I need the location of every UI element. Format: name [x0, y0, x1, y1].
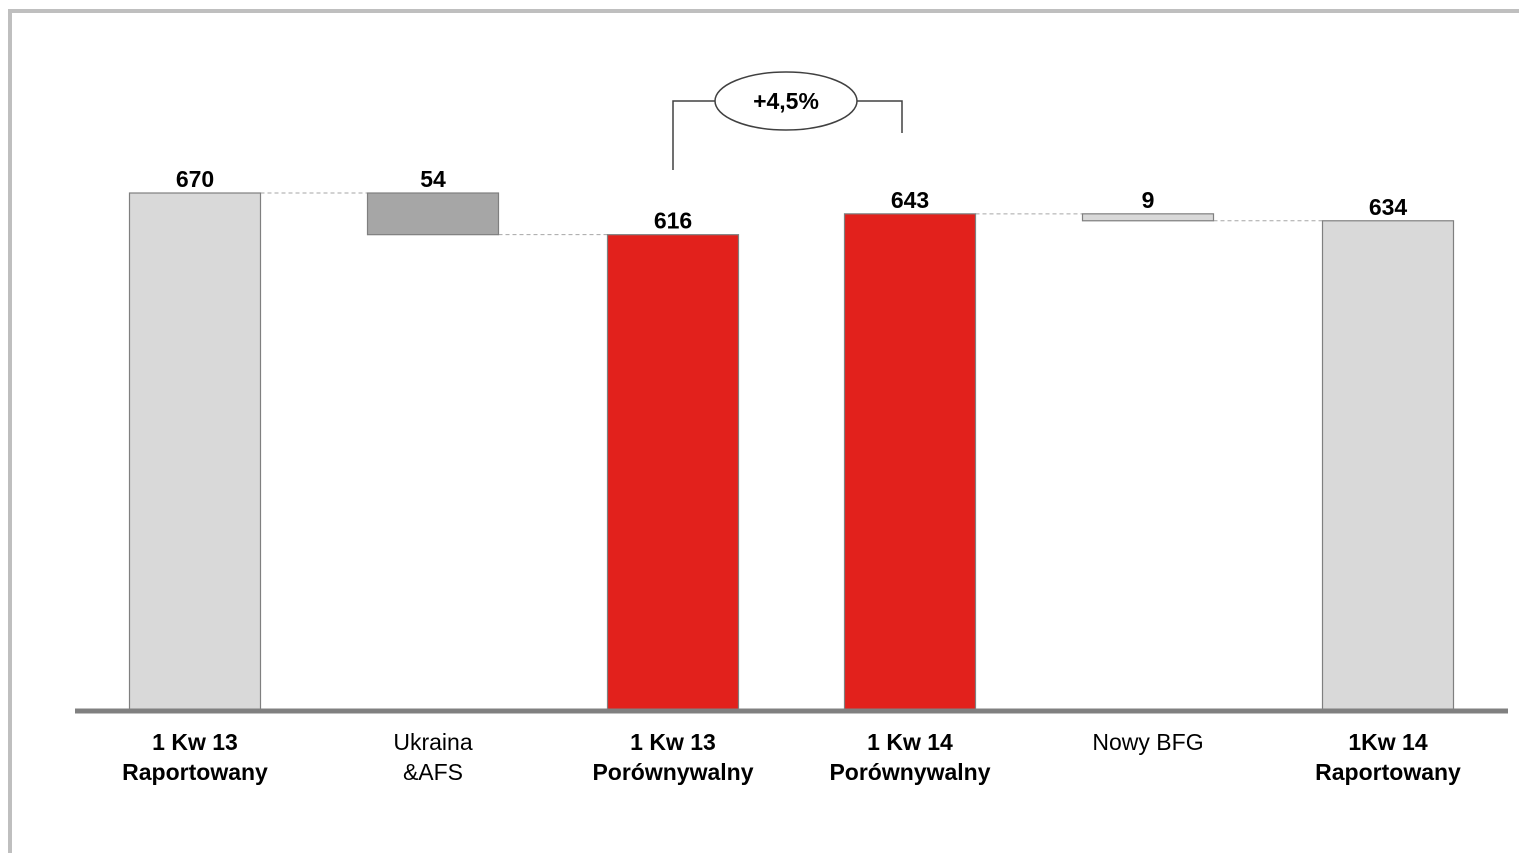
- category-label-6-line-2: Raportowany: [1315, 759, 1461, 785]
- value-label-4: 643: [891, 187, 929, 213]
- bracket-left: [672, 100, 716, 170]
- bar-5: [1081, 213, 1215, 222]
- value-label-1: 670: [176, 166, 214, 192]
- category-label-4-line-2: Porównywalny: [829, 759, 990, 785]
- bar-3: [606, 234, 740, 711]
- category-label-2-line-2: &AFS: [403, 759, 463, 785]
- bar-6: [1321, 220, 1455, 711]
- connector-lines: [260, 192, 1323, 236]
- category-label-4-line-1: 1 Kw 14: [867, 729, 953, 755]
- value-label-5: 9: [1142, 187, 1155, 213]
- bars-group: [128, 192, 1455, 711]
- category-labels: 1 Kw 13 Raportowany Ukraina &AFS 1 Kw 13 Poró…: [122, 729, 1461, 785]
- category-label-2: Ukraina &AFS: [393, 729, 472, 785]
- category-label-6: 1Kw 14 Raportowany: [1315, 729, 1461, 785]
- value-label-6: 634: [1369, 194, 1408, 220]
- annotation-label: +4,5%: [753, 88, 819, 114]
- category-label-1: 1 Kw 13 Raportowany: [122, 729, 268, 785]
- chart-frame: [8, 9, 1519, 853]
- category-label-5: Nowy BFG: [1092, 729, 1203, 755]
- category-label-1-line-2: Raportowany: [122, 759, 268, 785]
- category-label-5-line-1: Nowy BFG: [1092, 729, 1203, 755]
- annotation-ellipse: [714, 71, 858, 131]
- category-label-3-line-1: 1 Kw 13: [630, 729, 716, 755]
- bar-2: [366, 192, 500, 236]
- category-label-3-line-2: Porównywalny: [592, 759, 753, 785]
- bracket-right: [856, 100, 903, 133]
- category-label-2-line-1: Ukraina: [393, 729, 472, 755]
- bar-1: [128, 192, 262, 711]
- category-label-1-line-1: 1 Kw 13: [152, 729, 238, 755]
- growth-annotation: +4,5%: [672, 71, 903, 170]
- value-labels: 670 54 616 643 9 634: [176, 166, 1408, 234]
- category-label-4: 1 Kw 14 Porównywalny: [829, 729, 990, 785]
- bar-4: [843, 213, 977, 711]
- category-label-3: 1 Kw 13 Porównywalny: [592, 729, 753, 785]
- value-label-3: 616: [654, 208, 692, 234]
- value-label-2: 54: [420, 166, 446, 192]
- category-label-6-line-1: 1Kw 14: [1348, 729, 1427, 755]
